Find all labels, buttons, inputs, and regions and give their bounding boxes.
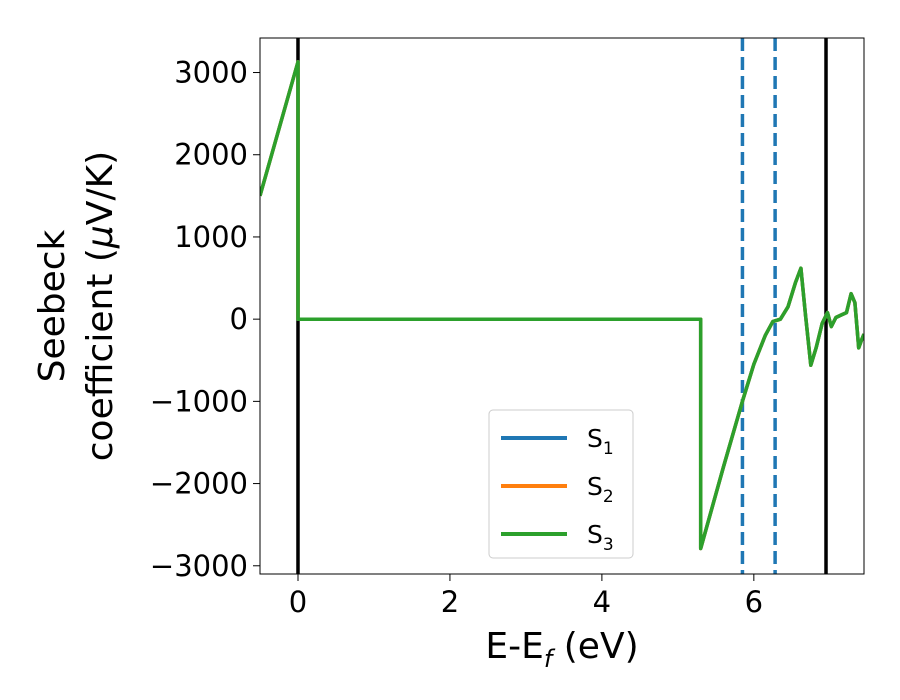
- y-axis-ticks: −3000 −2000 −1000 0 1000 2000 3000: [150, 56, 260, 583]
- legend-label-S3: S3: [587, 520, 614, 555]
- x-axis-ticks: 0 2 4 6: [289, 574, 763, 619]
- y-tick-label: 3000: [174, 56, 248, 90]
- y-axis-title-line-1: Seebeck: [32, 229, 73, 382]
- legend-label-S1: S1: [587, 424, 614, 459]
- series-line-S3: [260, 60, 864, 551]
- y-tick-label: −3000: [150, 549, 248, 583]
- y-tick-label: 2000: [174, 138, 248, 172]
- y-tick-label: 1000: [174, 220, 248, 254]
- legend-label-S2: S2: [587, 472, 614, 507]
- y-tick-label: 0: [230, 302, 248, 336]
- x-tick-label: 2: [441, 585, 459, 619]
- legend: S1 S2 S3: [488, 409, 634, 559]
- plot-frame: [259, 37, 865, 575]
- y-axis-title-line-2: coefficient (μV/K): [80, 151, 121, 461]
- x-tick-label: 0: [289, 585, 307, 619]
- y-tick-label: −1000: [150, 384, 248, 418]
- y-tick-label: −2000: [150, 467, 248, 501]
- plot-area: [260, 38, 864, 574]
- y-axis-title: Seebeck coefficient (μV/K): [32, 151, 121, 461]
- x-axis-title: E-Ef (eV): [485, 626, 638, 673]
- x-tick-label: 6: [745, 585, 763, 619]
- series-lines: [260, 60, 864, 551]
- x-tick-label: 4: [593, 585, 611, 619]
